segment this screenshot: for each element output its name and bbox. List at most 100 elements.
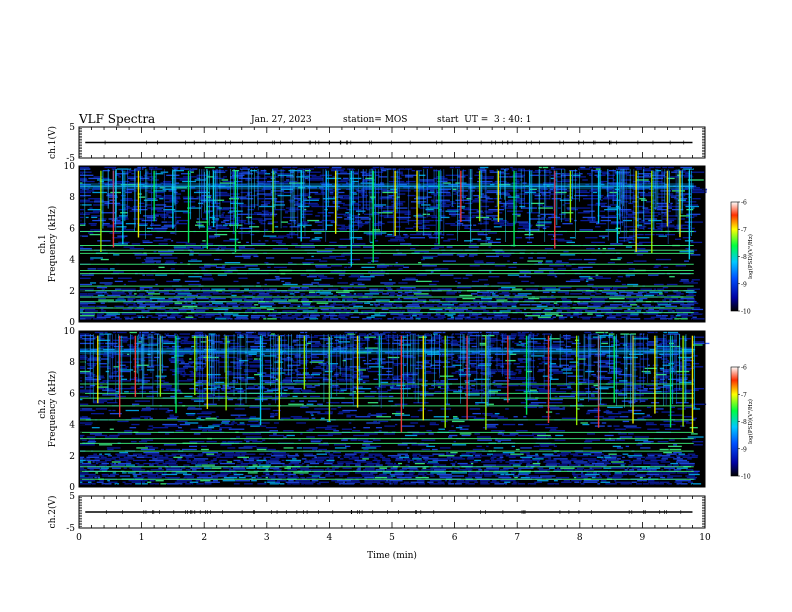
noise-cell <box>649 475 654 477</box>
noise-cell <box>191 398 207 401</box>
noise-cell <box>311 458 327 460</box>
noise-cell <box>148 425 154 427</box>
noise-cell <box>171 177 177 180</box>
noise-cell <box>375 427 382 429</box>
noise-cell <box>589 455 601 457</box>
noise-cell <box>80 208 85 211</box>
noise-cell <box>692 215 698 217</box>
noise-cell <box>236 316 248 318</box>
noise-cell <box>80 313 96 315</box>
noise-cell <box>596 315 604 317</box>
noise-cell <box>391 456 399 458</box>
noise-cell <box>263 187 276 189</box>
noise-cell <box>352 430 361 432</box>
noise-cell <box>433 416 450 418</box>
noise-cell <box>281 316 298 318</box>
noise-cell <box>192 459 206 462</box>
noise-cell <box>395 414 410 416</box>
noise-cell <box>309 315 320 317</box>
noise-cell <box>297 305 301 307</box>
noise-cell <box>147 428 154 430</box>
noise-cell <box>680 304 695 306</box>
noise-cell <box>104 283 112 286</box>
noise-cell <box>651 180 663 183</box>
noise-cell <box>526 212 540 214</box>
noise-cell <box>114 483 120 485</box>
noise-cell <box>511 168 525 170</box>
noise-cell <box>409 233 422 236</box>
noise-cell <box>117 168 132 170</box>
noise-cell <box>676 456 681 458</box>
noise-cell <box>502 451 515 454</box>
noise-cell <box>492 455 503 457</box>
noise-cell <box>575 190 588 192</box>
noise-cell <box>587 409 601 412</box>
noise-cell <box>207 176 214 178</box>
noise-cell <box>680 198 688 200</box>
noise-cell <box>341 439 348 441</box>
noise-cell <box>139 293 145 295</box>
noise-cell <box>376 416 392 418</box>
noise-cell <box>364 480 374 482</box>
noise-cell <box>120 169 124 172</box>
noise-cell <box>519 461 533 463</box>
noise-cell <box>550 166 556 169</box>
noise-cell <box>370 414 383 416</box>
noise-cell <box>193 433 201 435</box>
noise-cell <box>526 464 540 466</box>
noise-cell <box>300 476 305 479</box>
noise-cell <box>155 173 164 175</box>
noise-cell <box>361 447 377 449</box>
noise-cell <box>594 171 609 173</box>
noise-cell <box>149 483 160 485</box>
noise-cell <box>544 308 553 311</box>
noise-cell <box>107 455 112 457</box>
noise-cell <box>221 451 235 454</box>
noise-cell <box>218 461 222 463</box>
noise-cell <box>106 402 118 404</box>
noise-cell <box>86 386 94 388</box>
noise-cell <box>437 254 454 256</box>
noise-cell <box>294 313 303 315</box>
noise-cell <box>310 439 323 441</box>
noise-cell <box>431 247 439 250</box>
noise-cell <box>657 455 671 457</box>
noise-cell <box>233 216 241 219</box>
noise-cell <box>615 313 630 315</box>
noise-cell <box>149 480 155 482</box>
noise-cell <box>458 469 473 471</box>
noise-cell <box>208 425 220 427</box>
noise-cell <box>380 168 397 170</box>
noise-cell <box>350 439 357 441</box>
noise-cell <box>597 215 606 217</box>
noise-cell <box>124 483 132 485</box>
noise-cell <box>498 476 512 479</box>
noise-cell <box>338 391 344 393</box>
noise-cell <box>110 462 114 465</box>
noise-cell <box>295 318 306 320</box>
noise-cell <box>580 475 597 477</box>
noise-cell <box>349 258 361 261</box>
noise-cell <box>340 318 348 320</box>
noise-cell <box>353 434 370 437</box>
noise-cell <box>189 254 194 256</box>
noise-cell <box>599 475 602 477</box>
noise-cell <box>85 318 92 320</box>
noise-cell <box>320 313 327 315</box>
noise-cell <box>118 241 130 244</box>
noise-cell <box>593 384 600 387</box>
noise-cell <box>239 227 253 229</box>
noise-cell <box>448 434 458 437</box>
noise-cell <box>445 299 457 301</box>
noise-cell <box>233 308 242 311</box>
noise-cell <box>102 223 110 225</box>
noise-cell <box>390 293 399 295</box>
noise-cell <box>485 423 499 426</box>
noise-cell <box>264 198 278 200</box>
noise-cell <box>486 313 496 315</box>
noise-cell <box>208 304 213 306</box>
noise-cell <box>93 204 106 206</box>
noise-cell <box>100 308 104 311</box>
noise-cell <box>679 462 695 465</box>
noise-cell <box>685 205 700 208</box>
